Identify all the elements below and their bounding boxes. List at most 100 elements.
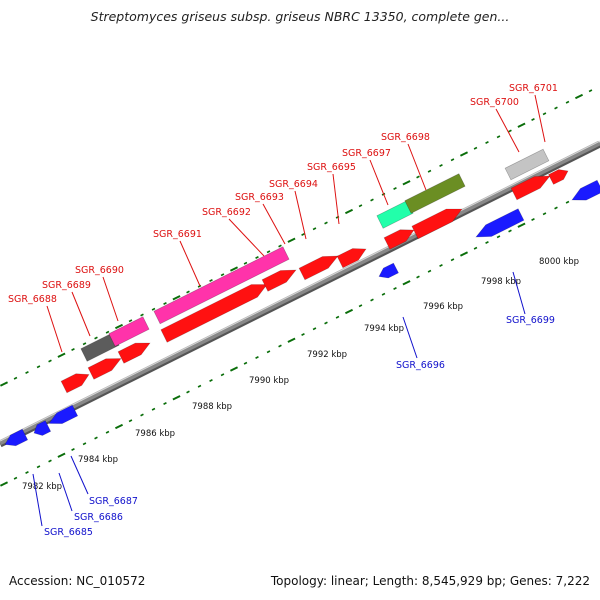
gene-label-forward[interactable]: SGR_6689 (42, 280, 91, 291)
accession-text: Accession: NC_010572 (9, 574, 146, 588)
leader-line-forward (46, 305, 63, 353)
gene-arrow-reverse[interactable] (571, 179, 600, 201)
gene-label-reverse[interactable]: SGR_6699 (506, 315, 555, 326)
upper-tick (287, 237, 296, 243)
gene-label-forward[interactable]: SGR_6700 (470, 97, 519, 108)
leader-line-forward (102, 276, 119, 322)
lower-tick (128, 419, 133, 423)
upper-tick (163, 302, 167, 305)
upper-tick (416, 175, 420, 179)
gene-arrow-forward[interactable] (87, 358, 122, 380)
leader-line-forward (369, 159, 389, 206)
upper-tick (48, 359, 52, 363)
gene-arrow-forward[interactable] (160, 284, 268, 343)
lower-tick (57, 452, 66, 458)
lower-tick (71, 448, 75, 451)
gene-box-grey[interactable] (80, 332, 120, 362)
upper-tick (402, 180, 411, 186)
lower-tick (485, 241, 489, 244)
gene-label-reverse[interactable]: SGR_6696 (396, 360, 445, 371)
gene-box-green[interactable] (376, 200, 414, 229)
gene-arrow-forward[interactable] (261, 269, 297, 292)
lower-tick (324, 321, 328, 325)
upper-tick (565, 100, 570, 104)
gene-label-forward[interactable]: SGR_6690 (75, 265, 124, 276)
gene-box-pink-large[interactable] (153, 246, 290, 325)
backbone-highlight (0, 140, 600, 442)
upper-tick (105, 330, 110, 334)
upper-tick (531, 118, 535, 121)
upper-tick (439, 164, 443, 167)
gene-arrow-forward[interactable] (336, 248, 367, 269)
gene-label-reverse[interactable]: SGR_6685 (44, 527, 93, 538)
upper-tick (128, 319, 133, 323)
upper-tick (301, 233, 305, 236)
lower-tick (496, 235, 501, 239)
leader-line-forward (228, 218, 265, 257)
lower-tick (266, 350, 271, 354)
upper-tick (324, 221, 328, 225)
upper-tick (255, 256, 259, 259)
gene-label-forward[interactable]: SGR_6701 (509, 83, 558, 94)
lower-tick (140, 413, 144, 417)
gene-label-forward[interactable]: SGR_6691 (153, 229, 202, 240)
gene-label-forward[interactable]: SGR_6693 (235, 192, 284, 203)
upper-tick (344, 208, 354, 215)
scale-label: 7992 kbp (307, 350, 347, 360)
gene-label-forward[interactable]: SGR_6697 (342, 148, 391, 159)
lower-tick (114, 423, 124, 430)
lower-tick (209, 379, 213, 382)
lower-tick (172, 395, 181, 401)
leader-line-reverse (32, 473, 43, 527)
upper-tick (243, 261, 248, 265)
gene-box-pink[interactable] (108, 316, 150, 347)
upper-tick (496, 135, 501, 139)
gene-arrow-reverse[interactable] (475, 208, 525, 238)
scale-label: 7998 kbp (481, 277, 521, 287)
lower-tick (517, 222, 526, 228)
upper-tick (459, 151, 469, 157)
lower-tick (0, 481, 9, 487)
upper-tick (209, 279, 213, 282)
gene-arrow-forward[interactable] (298, 255, 339, 281)
lower-tick (186, 390, 190, 394)
upper-tick (508, 129, 512, 133)
upper-tick (197, 284, 202, 288)
upper-tick (393, 187, 397, 190)
gene-arrow-forward[interactable] (383, 229, 415, 250)
upper-tick (450, 158, 455, 162)
gene-box-olive[interactable] (404, 173, 466, 214)
lower-tick (301, 333, 305, 336)
leader-line-reverse (402, 316, 418, 359)
gene-label-forward[interactable]: SGR_6698 (381, 132, 430, 143)
lower-tick (163, 402, 167, 405)
gene-box-light-grey[interactable] (504, 148, 550, 181)
leader-line-forward (294, 190, 307, 240)
gene-arrow-forward[interactable] (548, 169, 569, 185)
upper-tick (151, 307, 156, 311)
gene-arrow-reverse[interactable] (4, 428, 29, 447)
gene-label-forward[interactable]: SGR_6692 (202, 207, 251, 218)
gene-arrow-reverse[interactable] (48, 404, 79, 424)
gene-arrow-forward[interactable] (60, 373, 90, 394)
gene-label-forward[interactable]: SGR_6695 (307, 162, 356, 173)
gene-arrow-forward[interactable] (411, 208, 463, 240)
gene-label-forward[interactable]: SGR_6688 (8, 294, 57, 305)
gene-label-forward[interactable]: SGR_6694 (269, 179, 318, 190)
leader-line-forward (179, 240, 201, 287)
upper-tick (220, 273, 225, 277)
lower-tick (370, 298, 374, 302)
upper-tick (473, 146, 478, 150)
gene-arrow-reverse[interactable] (378, 262, 399, 279)
lower-tick (243, 361, 248, 365)
gene-label-reverse[interactable]: SGR_6686 (74, 512, 123, 523)
lower-tick (554, 206, 558, 210)
gene-arrow-forward[interactable] (117, 342, 151, 364)
gene-arrow-forward[interactable] (510, 175, 551, 201)
lower-tick (473, 246, 478, 250)
lower-tick (312, 327, 317, 331)
gene-arrow-reverse[interactable] (33, 420, 52, 436)
gene-label-reverse[interactable]: SGR_6687 (89, 496, 138, 507)
lower-tick (13, 476, 18, 480)
